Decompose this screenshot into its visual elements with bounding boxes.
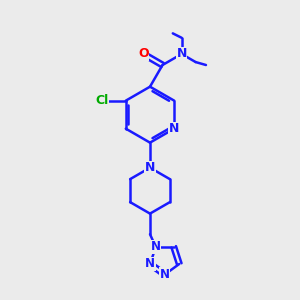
Text: N: N — [176, 47, 187, 61]
Text: O: O — [138, 47, 149, 61]
Text: N: N — [145, 257, 155, 271]
Text: N: N — [145, 161, 155, 174]
Text: N: N — [169, 122, 179, 135]
Text: N: N — [151, 240, 161, 254]
Text: N: N — [160, 268, 170, 281]
Text: Cl: Cl — [96, 94, 109, 107]
